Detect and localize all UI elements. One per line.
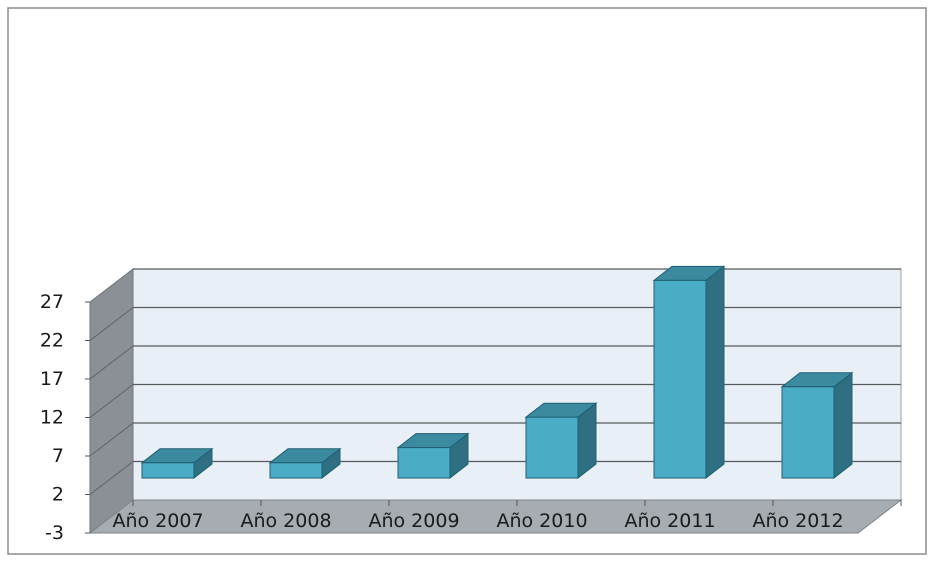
x-tick-label: Año 2008: [240, 510, 331, 532]
y-tick-label: 12: [40, 407, 64, 429]
y-tick-label: 27: [40, 291, 64, 313]
gridline-side: [89, 384, 134, 418]
gridline-side: [89, 461, 134, 495]
gridline-side: [89, 422, 134, 457]
y-tick-label: -3: [45, 522, 64, 544]
x-axis-ticks: Año 2007 Año 2008 Año 2009 Año 2010 Año 2011…: [112, 500, 902, 532]
y-tick-label: 2: [52, 484, 64, 506]
bar-año-2009: [396, 432, 470, 480]
x-tick-label: Año 2011: [624, 510, 715, 532]
bar: [781, 386, 835, 479]
chart-walls: [88, 267, 903, 535]
bar-side: [705, 265, 725, 480]
y-tick-label: 17: [40, 368, 64, 390]
bar-año-2011: [652, 265, 726, 480]
gridline-side: [89, 345, 134, 380]
x-tick-label: Año 2010: [496, 510, 587, 532]
bar-año-2008: [268, 447, 342, 480]
x-tick-label: Año 2012: [752, 510, 843, 532]
x-tick-label: Año 2009: [368, 510, 459, 532]
bar: [141, 462, 195, 479]
bar: [269, 462, 323, 479]
bars: [140, 265, 854, 480]
bar: [525, 416, 579, 479]
gridlines: [89, 268, 901, 495]
bar: [397, 447, 451, 479]
y-tick-label: 7: [52, 445, 64, 467]
bar-año-2007: [140, 447, 214, 480]
gridline-side: [89, 307, 134, 341]
bar-side: [833, 371, 853, 480]
bar-año-2012: [780, 371, 854, 480]
bar: [653, 279, 707, 479]
y-tick-label: 22: [40, 330, 64, 352]
bar-año-2010: [524, 402, 598, 480]
x-tick-label: Año 2007: [112, 510, 203, 532]
